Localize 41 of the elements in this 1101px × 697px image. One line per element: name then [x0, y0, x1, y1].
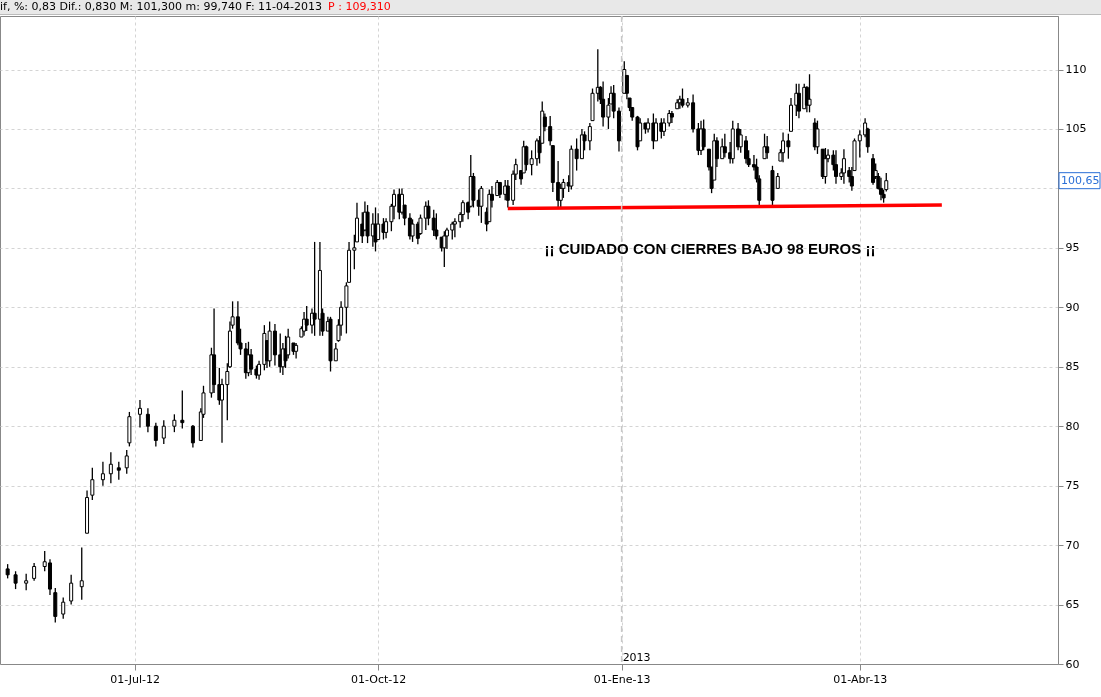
candlestick	[61, 596, 66, 620]
y-tick-label: 85	[1065, 360, 1080, 374]
candlestick	[137, 399, 142, 429]
candlestick	[669, 110, 674, 124]
candlestick	[100, 461, 105, 487]
candlestick	[471, 172, 476, 209]
y-tick-label: 95	[1065, 241, 1080, 255]
candlestick	[145, 407, 150, 433]
y-tick-label: 70	[1065, 538, 1080, 552]
annotation: ¡¡ CUIDADO CON CIERRES BAJO 98 EUROS ¡¡	[544, 240, 876, 257]
y-tick-label: 110	[1065, 63, 1087, 76]
y-tick-label: 60	[1065, 657, 1080, 671]
candlestick	[434, 212, 439, 241]
y-tick-label: 75	[1065, 479, 1080, 493]
candlestick	[161, 419, 166, 445]
candlestick	[90, 467, 95, 501]
candlestick	[479, 185, 484, 224]
x-tick-label: 01-Oct-12	[351, 672, 407, 686]
y-tick-label: 105	[1065, 122, 1087, 136]
y-tick-label: 65	[1065, 598, 1080, 612]
ref-line-label: 2013	[622, 651, 651, 664]
text: P : 109,310	[328, 0, 391, 13]
candlestick	[762, 133, 767, 160]
candlestick	[108, 451, 113, 484]
y-tick-label: 90	[1065, 300, 1080, 314]
y-tick-label: 80	[1065, 419, 1080, 433]
candlestick	[79, 546, 84, 601]
text: 100,65	[1061, 173, 1100, 187]
candlestick	[153, 421, 158, 448]
x-tick-label: 01-Ene-13	[593, 672, 651, 686]
candlestick	[53, 587, 58, 624]
x-tick-label: 01-Abr-13	[833, 672, 888, 686]
candlestick	[124, 449, 129, 475]
candlestick	[190, 424, 195, 449]
candlestick	[69, 574, 74, 606]
x-tick-label: 01-Jul-12	[110, 672, 161, 686]
candlestick	[765, 135, 770, 160]
candlestick	[376, 212, 381, 241]
text: if, %: 0,83 Dif.: 0,830 M: 101,300 m: 99,740 F: 11-04-2013	[0, 0, 323, 13]
candlestick	[815, 119, 820, 155]
candlestick	[180, 389, 185, 430]
